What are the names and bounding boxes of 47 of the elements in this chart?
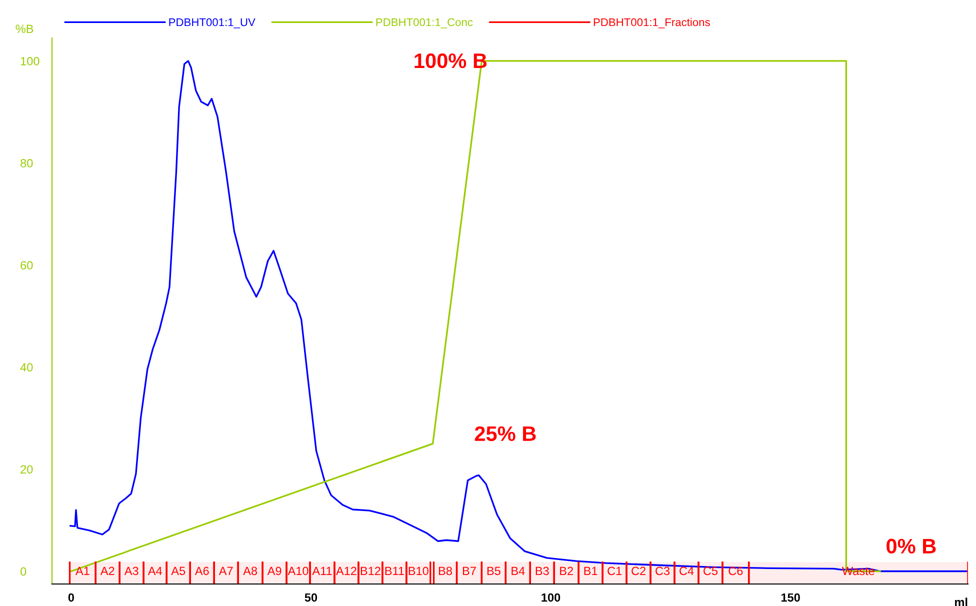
x-axis-title: ml <box>955 598 968 606</box>
band-label: B12 <box>360 566 380 575</box>
y-tick-label: 40 <box>20 363 33 372</box>
annotation: 0% B <box>886 538 936 554</box>
band-label: Waste <box>842 566 874 576</box>
y-tick-label: 20 <box>20 465 33 474</box>
x-tick-label: 50 <box>304 593 318 602</box>
band-label: B1 <box>584 566 598 575</box>
band-label: C5 <box>704 566 718 576</box>
band-label: C1 <box>608 566 622 576</box>
text: PDBHT001:1_UV <box>169 18 256 28</box>
annotation: 100% B <box>414 53 487 68</box>
band-label: C4 <box>680 566 694 576</box>
band-label: A3 <box>124 566 138 576</box>
y-tick-label: 100 <box>20 56 40 66</box>
band-label: A7 <box>218 566 233 575</box>
band-label: B2 <box>560 566 573 575</box>
band-label: B8 <box>439 566 452 576</box>
y-tick-label: 80 <box>20 159 33 168</box>
band-label: B11 <box>385 566 404 575</box>
band-label: A1 <box>75 566 90 575</box>
band-label: A9 <box>267 566 282 576</box>
band-label: C6 <box>728 566 743 576</box>
band-label: B7 <box>462 566 476 575</box>
band-label: C3 <box>656 566 670 576</box>
band-label: B10 <box>408 566 428 576</box>
band-label: A12 <box>336 566 356 575</box>
band-label: A6 <box>194 566 209 576</box>
band-label: B4 <box>512 566 525 575</box>
x-tick-label: 100 <box>542 593 560 602</box>
y-tick-label: 0 <box>20 567 26 576</box>
y-axis-title: %B <box>16 24 34 33</box>
legend-label: PDBHT001:1_Fractions <box>594 18 710 28</box>
x-tick-label: 0 <box>68 593 74 602</box>
band-label: A8 <box>243 566 258 576</box>
text: PDBHT001:1_Conc <box>376 18 473 28</box>
band-label: A5 <box>171 566 186 576</box>
band-label: A2 <box>100 566 114 575</box>
y-tick-label: 60 <box>20 261 33 270</box>
band-label: A11 <box>312 566 332 575</box>
band-label: B3 <box>536 566 549 576</box>
band-label: B5 <box>487 566 500 576</box>
band-label: C2 <box>632 566 646 576</box>
annotation: 25% B <box>474 426 536 442</box>
x-tick-label: 150 <box>781 593 800 602</box>
band-label: A4 <box>148 566 162 575</box>
band-label: A10 <box>288 566 308 576</box>
